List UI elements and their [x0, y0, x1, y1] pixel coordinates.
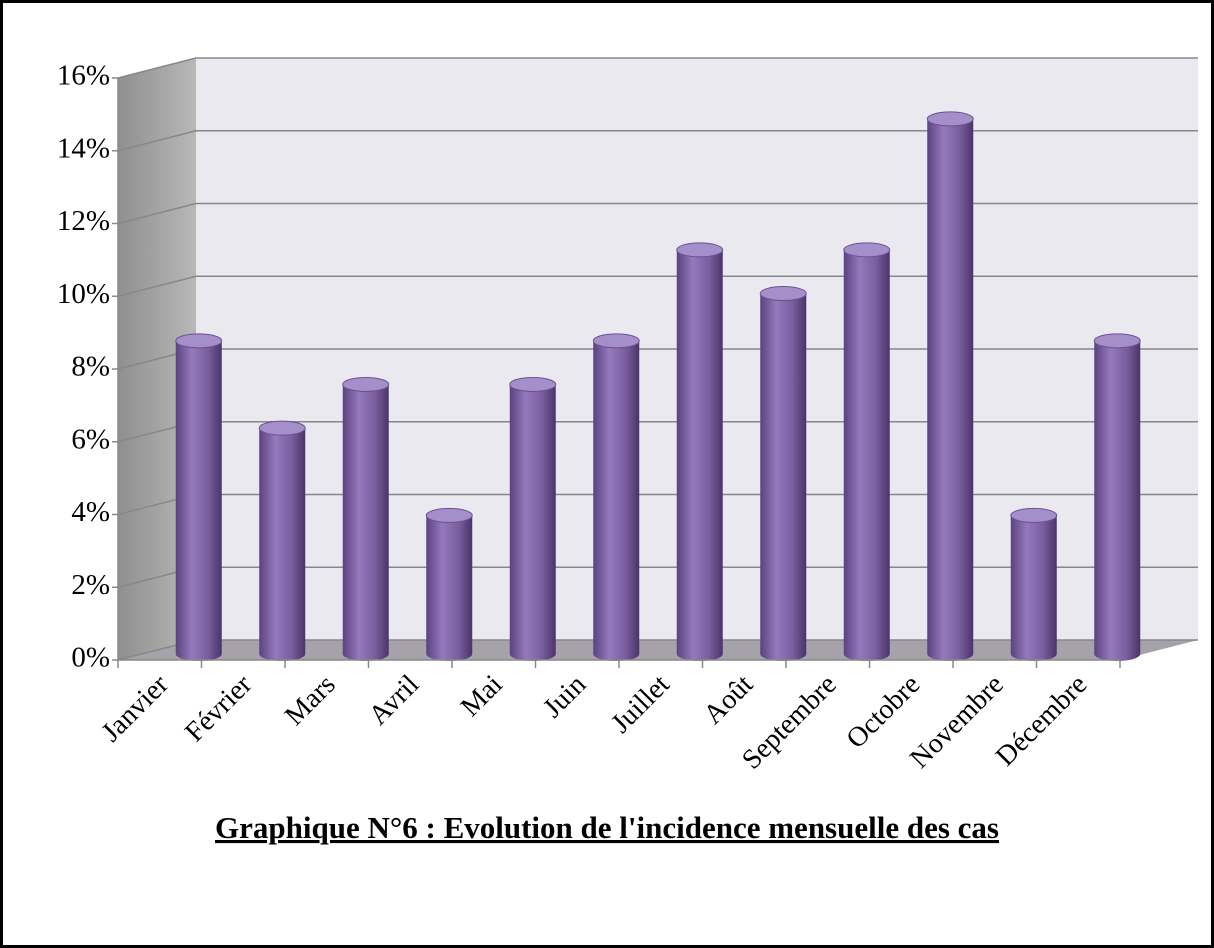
bar: [1094, 340, 1141, 661]
y-tick-label: 4%: [71, 496, 110, 528]
bar-top: [1010, 507, 1058, 523]
grid-line: [117, 202, 1198, 225]
bar-top: [843, 242, 891, 258]
y-tick-label: 16%: [57, 60, 110, 92]
bar-top: [175, 333, 223, 349]
y-tick-label: 8%: [71, 351, 110, 383]
bar-top: [1093, 333, 1141, 349]
bar-top: [509, 376, 557, 392]
bar: [676, 249, 723, 661]
y-tick-label: 6%: [71, 423, 110, 455]
y-tick-label: 0%: [71, 642, 110, 674]
bar: [760, 293, 807, 661]
y-tick-label: 10%: [57, 278, 110, 310]
bar: [175, 340, 222, 661]
bar-top: [592, 333, 640, 349]
grid-line: [117, 57, 1198, 79]
bar-top: [759, 286, 807, 302]
grid-line: [117, 130, 1198, 152]
bar: [593, 340, 640, 661]
bar-top: [926, 111, 974, 127]
bar-top: [425, 507, 473, 523]
bar: [927, 118, 974, 662]
bar-top: [676, 242, 724, 258]
bar: [509, 384, 556, 661]
chart-title: Graphique N°6 : Evolution de l'incidence…: [215, 810, 999, 845]
y-tick-label: 2%: [71, 569, 110, 601]
bar: [843, 249, 890, 661]
bar: [426, 515, 473, 661]
bar-top: [342, 376, 390, 392]
y-tick-label: 14%: [57, 132, 110, 164]
bar: [1010, 515, 1057, 661]
bar-top: [258, 420, 306, 436]
bar: [342, 384, 389, 661]
y-tick-label: 12%: [57, 205, 110, 237]
bar: [259, 428, 306, 661]
